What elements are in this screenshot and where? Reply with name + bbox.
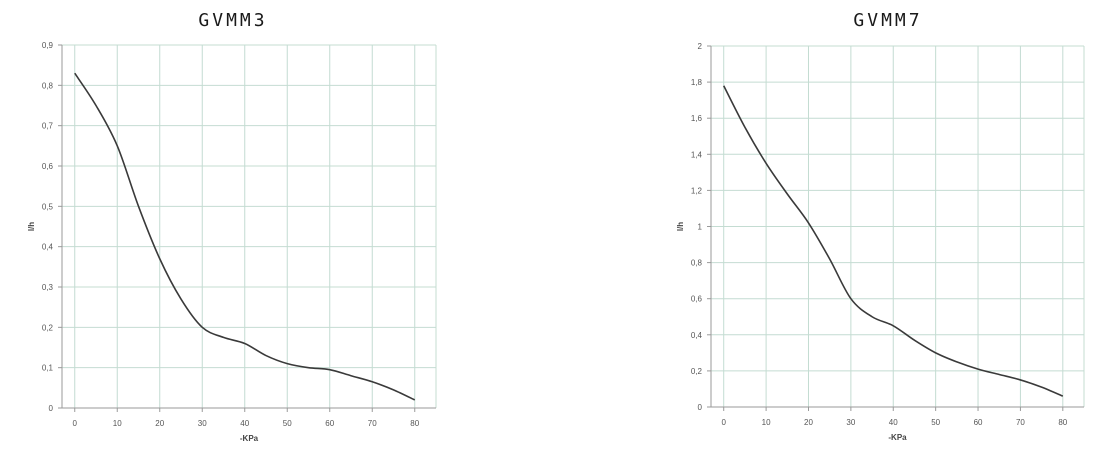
gvmm7-x-tick-label: 20 <box>804 418 813 427</box>
gvmm3-y-tick-label: 0,1 <box>42 364 54 373</box>
gvmm3-x-tick-label: 20 <box>155 419 164 428</box>
gvmm3-x-tick-label: 0 <box>73 419 78 428</box>
gvmm3-x-tick-label: 40 <box>240 419 249 428</box>
gvmm3-x-tick-label: 70 <box>368 419 377 428</box>
gvmm3-y-axis-title: l/h <box>27 222 36 231</box>
gvmm7-x-tick-label: 80 <box>1058 418 1067 427</box>
gvmm3-series-line <box>74 72 416 401</box>
gvmm3-x-tick-label: 60 <box>325 419 334 428</box>
gvmm3-y-tick-label: 0,5 <box>42 202 54 211</box>
chart-gvmm7: GVMM7 0 0,2 0,4 0,6 0,8 1 1,2 1,4 1,6 1,8 2 0 10 20 30 4… <box>640 0 1099 455</box>
gvmm7-y-tick-label: 0,2 <box>691 367 703 376</box>
gvmm3-y-tick-label: 0,9 <box>42 41 54 50</box>
gvmm7-y-axis-title: l/h <box>676 222 685 231</box>
gvmm3-x-tick-label: 10 <box>113 419 122 428</box>
gvmm7-y-tick-label: 0,6 <box>691 295 703 304</box>
gvmm3-x-tick-label: 80 <box>410 419 419 428</box>
chart-gvmm3-svg: GVMM3 0 0,1 0,2 0,3 0,4 0,5 0,6 0,7 0,8 0,9 0 10 20 30… <box>27 10 437 443</box>
gvmm7-y-tick-label: 1,2 <box>691 186 703 195</box>
gvmm7-x-tick-label: 50 <box>931 418 940 427</box>
gvmm7-y-tick-label: 1 <box>698 223 703 232</box>
gvmm7-chart-title: GVMM7 <box>853 10 922 31</box>
gvmm3-y-tick-label: 0,3 <box>42 283 54 292</box>
gvmm7-y-tick-label: 0 <box>698 403 703 412</box>
gvmm3-y-tick-label: 0,8 <box>42 81 54 90</box>
gvmm7-x-tick-label: 0 <box>721 418 726 427</box>
gvmm7-series-line <box>723 85 1064 397</box>
gvmm3-y-tick-label: 0,4 <box>42 243 54 252</box>
gvmm7-x-tick-label: 70 <box>1016 418 1025 427</box>
chart-gvmm3: GVMM3 0 0,1 0,2 0,3 0,4 0,5 0,6 0,7 0,8 0,9 0 10 20 30… <box>0 0 460 455</box>
gvmm3-y-tick-label: 0,2 <box>42 323 54 332</box>
gvmm7-y-tick-label: 1,4 <box>691 150 703 159</box>
gvmm7-y-tick-label: 0,8 <box>691 259 703 268</box>
gvmm3-x-tick-label: 30 <box>198 419 207 428</box>
gvmm7-y-tick-label: 0,4 <box>691 331 703 340</box>
gvmm3-y-tick-label: 0,7 <box>42 122 54 131</box>
gvmm7-y-tick-label: 2 <box>698 42 703 51</box>
gvmm3-y-tick-label: 0 <box>49 404 54 413</box>
gvmm7-x-tick-label: 60 <box>974 418 983 427</box>
gvmm3-chart-title: GVMM3 <box>198 10 267 31</box>
gvmm3-x-tick-label: 50 <box>283 419 292 428</box>
gvmm7-x-tick-label: 30 <box>846 418 855 427</box>
gvmm7-x-tick-label: 10 <box>762 418 771 427</box>
gvmm7-x-axis-title: -KPa <box>888 433 907 442</box>
gvmm7-y-tick-label: 1,8 <box>691 78 703 87</box>
gvmm7-y-tick-label: 1,6 <box>691 114 703 123</box>
gvmm3-x-axis-title: -KPa <box>240 434 259 443</box>
gvmm7-x-tick-label: 40 <box>889 418 898 427</box>
gvmm3-y-tick-label: 0,6 <box>42 162 54 171</box>
